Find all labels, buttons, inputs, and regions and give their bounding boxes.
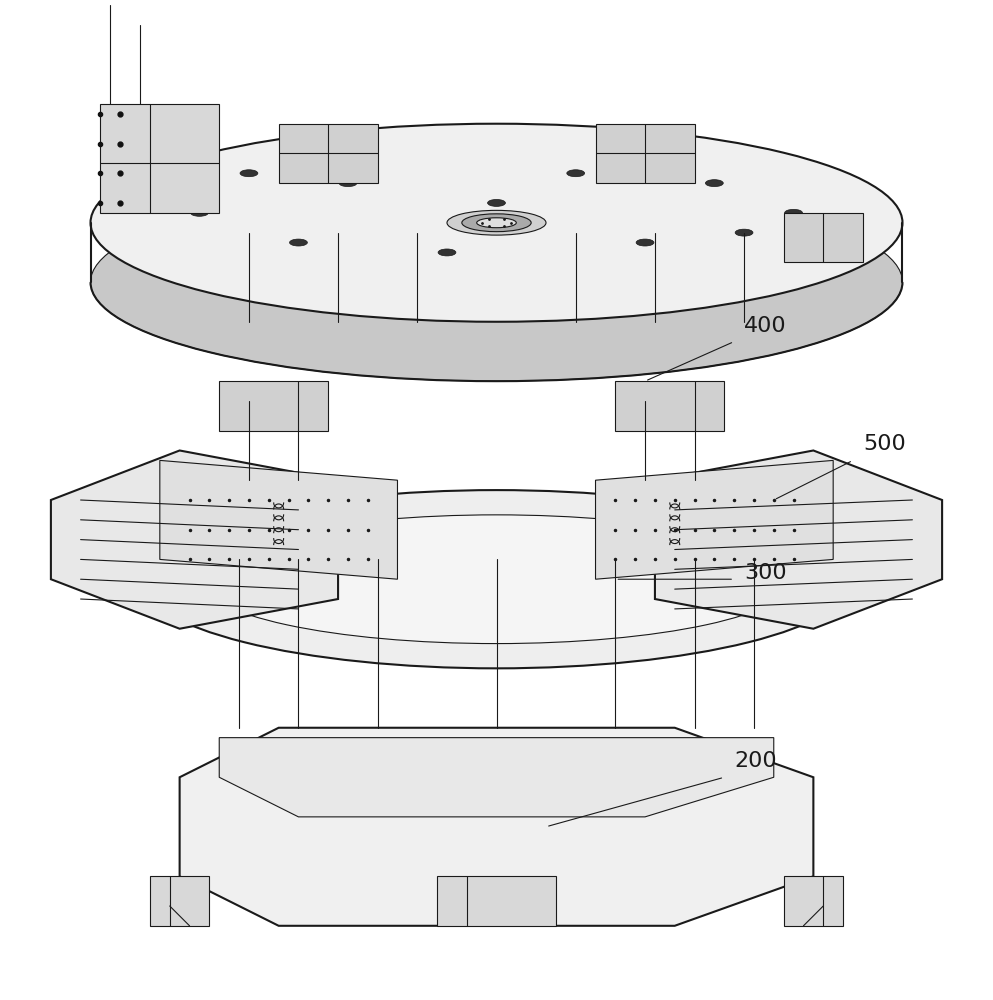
Ellipse shape: [447, 210, 546, 235]
Polygon shape: [51, 450, 338, 629]
Polygon shape: [219, 738, 774, 817]
Ellipse shape: [200, 515, 793, 644]
Ellipse shape: [488, 199, 505, 206]
Ellipse shape: [339, 180, 356, 187]
Polygon shape: [783, 876, 843, 926]
Polygon shape: [160, 460, 397, 579]
Polygon shape: [150, 876, 210, 926]
Polygon shape: [180, 728, 813, 926]
Polygon shape: [596, 460, 833, 579]
Ellipse shape: [462, 214, 531, 232]
Ellipse shape: [90, 183, 903, 381]
Polygon shape: [655, 450, 942, 629]
Ellipse shape: [567, 170, 585, 177]
Polygon shape: [100, 104, 219, 213]
Polygon shape: [596, 124, 694, 183]
Ellipse shape: [90, 124, 903, 322]
Ellipse shape: [290, 239, 308, 246]
Ellipse shape: [438, 249, 456, 256]
Ellipse shape: [735, 229, 753, 236]
Ellipse shape: [637, 239, 654, 246]
Polygon shape: [783, 213, 863, 262]
Polygon shape: [279, 124, 377, 183]
Text: 200: 200: [734, 751, 777, 771]
Polygon shape: [219, 381, 328, 431]
Polygon shape: [437, 876, 556, 926]
Ellipse shape: [477, 218, 516, 228]
Ellipse shape: [240, 170, 258, 177]
Text: 300: 300: [744, 563, 786, 583]
Ellipse shape: [705, 180, 723, 187]
Ellipse shape: [140, 490, 853, 668]
Text: 400: 400: [744, 316, 786, 336]
Text: 500: 500: [863, 434, 906, 454]
Ellipse shape: [191, 209, 209, 216]
Polygon shape: [616, 381, 724, 431]
Ellipse shape: [784, 209, 802, 216]
